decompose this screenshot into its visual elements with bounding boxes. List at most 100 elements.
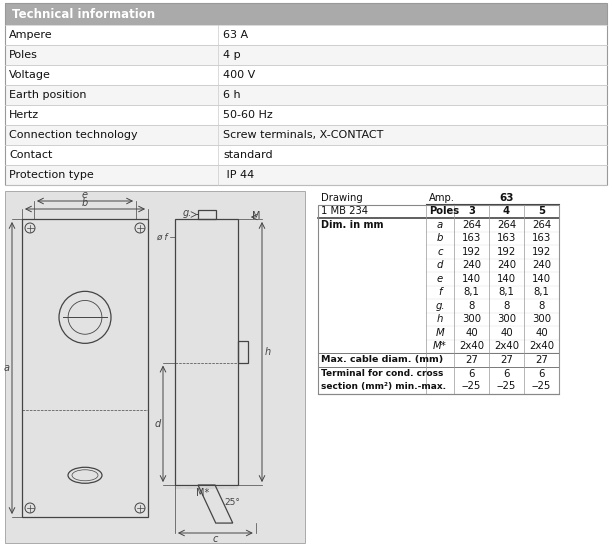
Text: e: e (437, 274, 443, 284)
Text: 140: 140 (532, 274, 551, 284)
Text: 6 h: 6 h (223, 90, 241, 100)
Text: g.: g. (435, 301, 445, 311)
Text: h: h (265, 347, 271, 357)
Text: 163: 163 (462, 233, 481, 243)
Text: 5: 5 (538, 206, 545, 216)
Text: 400 V: 400 V (223, 70, 255, 80)
Text: ‒25: ‒25 (532, 381, 551, 391)
Text: 40: 40 (465, 328, 478, 337)
Text: 25°: 25° (225, 498, 241, 507)
Text: Terminal for cond. cross: Terminal for cond. cross (321, 369, 443, 378)
Text: section (mm²) min.-max.: section (mm²) min.-max. (321, 382, 446, 391)
Text: 6: 6 (468, 369, 475, 379)
Text: 2x40: 2x40 (459, 341, 484, 351)
Text: IP 44: IP 44 (223, 170, 254, 180)
Text: 300: 300 (497, 314, 516, 324)
Text: Protection type: Protection type (9, 170, 94, 180)
Text: Voltage: Voltage (9, 70, 51, 80)
FancyBboxPatch shape (5, 105, 607, 125)
Text: Dim. in mm: Dim. in mm (321, 220, 384, 230)
Text: 40: 40 (500, 328, 513, 337)
Bar (198, 210, 215, 219)
Text: Amp.: Amp. (429, 193, 455, 203)
FancyBboxPatch shape (5, 165, 607, 185)
Text: 264: 264 (462, 220, 481, 230)
Text: 3: 3 (468, 206, 475, 216)
Text: Contact: Contact (9, 150, 53, 160)
Text: 300: 300 (532, 314, 551, 324)
Text: 63: 63 (499, 193, 513, 203)
FancyBboxPatch shape (5, 145, 607, 165)
Text: 8: 8 (539, 301, 545, 311)
Text: 27: 27 (500, 355, 513, 365)
Text: 192: 192 (462, 247, 481, 257)
Bar (22, 219, 148, 517)
Text: a: a (4, 363, 10, 373)
Text: 6: 6 (538, 369, 545, 379)
Text: 240: 240 (532, 260, 551, 270)
FancyBboxPatch shape (5, 191, 305, 543)
Text: 4: 4 (503, 206, 510, 216)
Text: d: d (437, 260, 443, 270)
FancyBboxPatch shape (5, 65, 607, 85)
Text: 192: 192 (532, 247, 551, 257)
Text: Earth position: Earth position (9, 90, 86, 100)
Text: 8: 8 (503, 301, 510, 311)
Text: 63 A: 63 A (223, 30, 248, 40)
Text: b: b (82, 198, 88, 208)
Text: M: M (436, 328, 444, 337)
Text: Connection technology: Connection technology (9, 130, 138, 140)
Text: 264: 264 (497, 220, 516, 230)
Text: h: h (437, 314, 443, 324)
Text: 50-60 Hz: 50-60 Hz (223, 110, 273, 120)
Text: Poles: Poles (9, 50, 38, 60)
Text: 240: 240 (462, 260, 481, 270)
Text: 140: 140 (462, 274, 481, 284)
Text: Technical information: Technical information (12, 8, 155, 20)
FancyBboxPatch shape (5, 25, 607, 45)
Text: M: M (252, 211, 261, 221)
FancyBboxPatch shape (5, 125, 607, 145)
Text: 4 p: 4 p (223, 50, 241, 60)
FancyBboxPatch shape (5, 45, 607, 65)
Text: 27: 27 (535, 355, 548, 365)
Text: standard: standard (223, 150, 272, 160)
Text: Drawing: Drawing (321, 193, 363, 203)
Text: 2x40: 2x40 (529, 341, 554, 351)
Text: Max. cable diam. (mm): Max. cable diam. (mm) (321, 355, 443, 364)
Text: 6: 6 (503, 369, 510, 379)
Text: c: c (213, 534, 218, 544)
Text: 163: 163 (532, 233, 551, 243)
Text: 140: 140 (497, 274, 516, 284)
Text: 264: 264 (532, 220, 551, 230)
Text: 40: 40 (535, 328, 548, 337)
Text: Poles: Poles (429, 206, 459, 216)
FancyBboxPatch shape (5, 3, 607, 25)
Text: 192: 192 (497, 247, 516, 257)
FancyBboxPatch shape (5, 85, 607, 105)
Bar (175, 219, 238, 485)
Text: ø f: ø f (157, 232, 168, 241)
Text: 8,1: 8,1 (463, 287, 479, 297)
Text: Hertz: Hertz (9, 110, 39, 120)
Text: b: b (437, 233, 443, 243)
Text: Screw terminals, X-CONTACT: Screw terminals, X-CONTACT (223, 130, 383, 140)
Text: M*: M* (433, 341, 447, 351)
Text: 8: 8 (468, 301, 475, 311)
Text: 240: 240 (497, 260, 516, 270)
Text: 300: 300 (462, 314, 481, 324)
Text: 163: 163 (497, 233, 516, 243)
Text: ‒25: ‒25 (497, 381, 516, 391)
Text: 2x40: 2x40 (494, 341, 519, 351)
Text: e: e (82, 190, 88, 200)
Text: f: f (438, 287, 442, 297)
Text: g.: g. (183, 207, 193, 218)
Text: 27: 27 (465, 355, 478, 365)
Text: c: c (437, 247, 443, 257)
Text: 8,1: 8,1 (534, 287, 550, 297)
Bar (238, 341, 248, 363)
Text: a: a (437, 220, 443, 230)
Text: M*: M* (196, 488, 209, 498)
Text: ‒25: ‒25 (462, 381, 481, 391)
Text: d: d (155, 419, 161, 429)
